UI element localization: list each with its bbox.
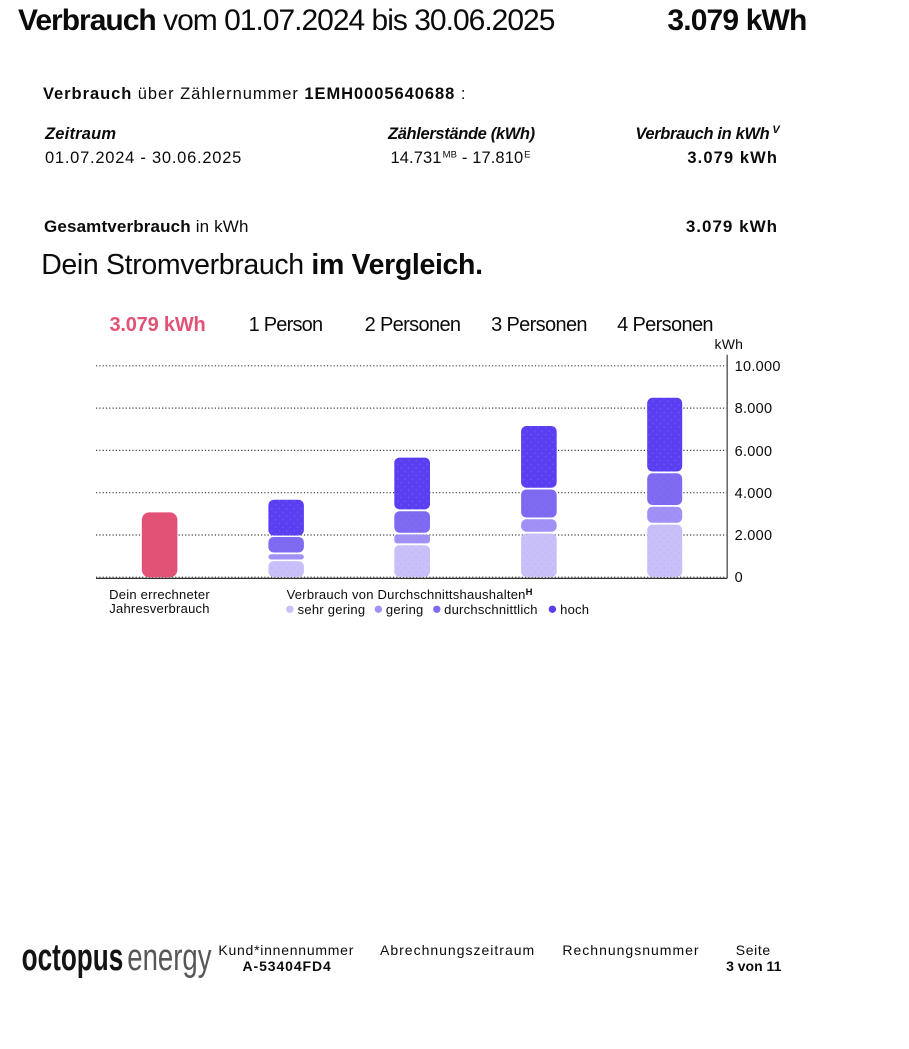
svg-text:energy: energy bbox=[127, 937, 211, 979]
svg-text:octopus: octopus bbox=[22, 937, 124, 979]
